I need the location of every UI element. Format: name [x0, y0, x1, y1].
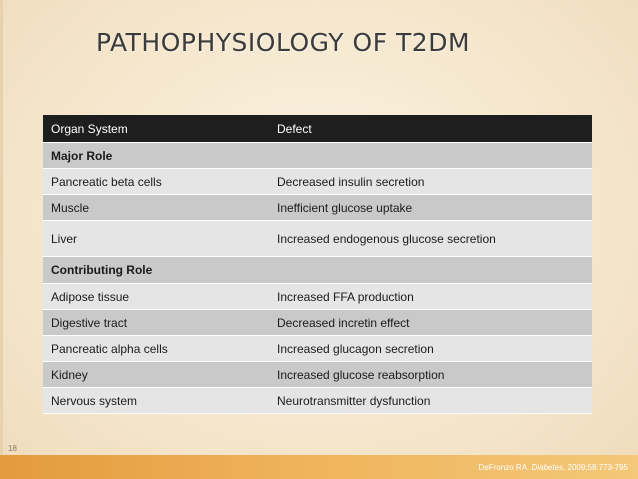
organ-cell: Adipose tissue	[43, 283, 269, 310]
section-label: Contributing Role	[43, 256, 269, 284]
organ-cell: Kidney	[43, 361, 269, 388]
citation-details: . 2009;58:773-795	[563, 463, 628, 472]
defect-cell: Increased FFA production	[269, 283, 592, 310]
organ-cell: Pancreatic beta cells	[43, 168, 269, 195]
table-header-row: Organ System Defect	[43, 115, 592, 143]
table-row: Pancreatic beta cells Decreased insulin …	[43, 168, 592, 195]
pathophysiology-table: Organ System Defect Major Role Pancreati…	[43, 115, 592, 414]
header-organ-system: Organ System	[43, 115, 269, 143]
defect-cell: Inefficient glucose uptake	[269, 194, 592, 221]
slide-title: PATHOPHYSIOLOGY OF T2DM	[96, 28, 471, 57]
bottom-accent-band	[0, 455, 638, 479]
table-row: Liver Increased endogenous glucose secre…	[43, 220, 592, 257]
defect-cell: Neurotransmitter dysfunction	[269, 387, 592, 414]
defect-cell: Decreased incretin effect	[269, 309, 592, 336]
table-row-section: Major Role	[43, 142, 592, 169]
table-row: Adipose tissue Increased FFA production	[43, 283, 592, 310]
organ-cell: Nervous system	[43, 387, 269, 414]
table-row: Pancreatic alpha cells Increased glucago…	[43, 335, 592, 362]
citation: DeFronzo RA. Diabetes. 2009;58:773-795	[479, 463, 628, 472]
citation-authors: DeFronzo RA.	[478, 463, 532, 472]
section-defect	[269, 256, 592, 284]
table-row: Kidney Increased glucose reabsorption	[43, 361, 592, 388]
citation-journal: Diabetes	[531, 463, 564, 472]
table-row-section: Contributing Role	[43, 256, 592, 284]
section-defect	[269, 142, 592, 169]
defect-cell: Increased glucagon secretion	[269, 335, 592, 362]
table-row: Digestive tract Decreased incretin effec…	[43, 309, 592, 336]
defect-cell: Increased glucose reabsorption	[269, 361, 592, 388]
organ-cell: Liver	[43, 220, 269, 257]
defect-cell: Decreased insulin secretion	[269, 168, 592, 195]
table-row: Muscle Inefficient glucose uptake	[43, 194, 592, 221]
organ-cell: Muscle	[43, 194, 269, 221]
organ-cell: Digestive tract	[43, 309, 269, 336]
header-defect: Defect	[269, 115, 592, 143]
defect-cell: Increased endogenous glucose secretion	[269, 220, 592, 257]
organ-cell: Pancreatic alpha cells	[43, 335, 269, 362]
table-row: Nervous system Neurotransmitter dysfunct…	[43, 387, 592, 414]
section-label: Major Role	[43, 142, 269, 169]
slide-number: 18	[8, 444, 17, 453]
left-accent-bar	[0, 0, 3, 479]
